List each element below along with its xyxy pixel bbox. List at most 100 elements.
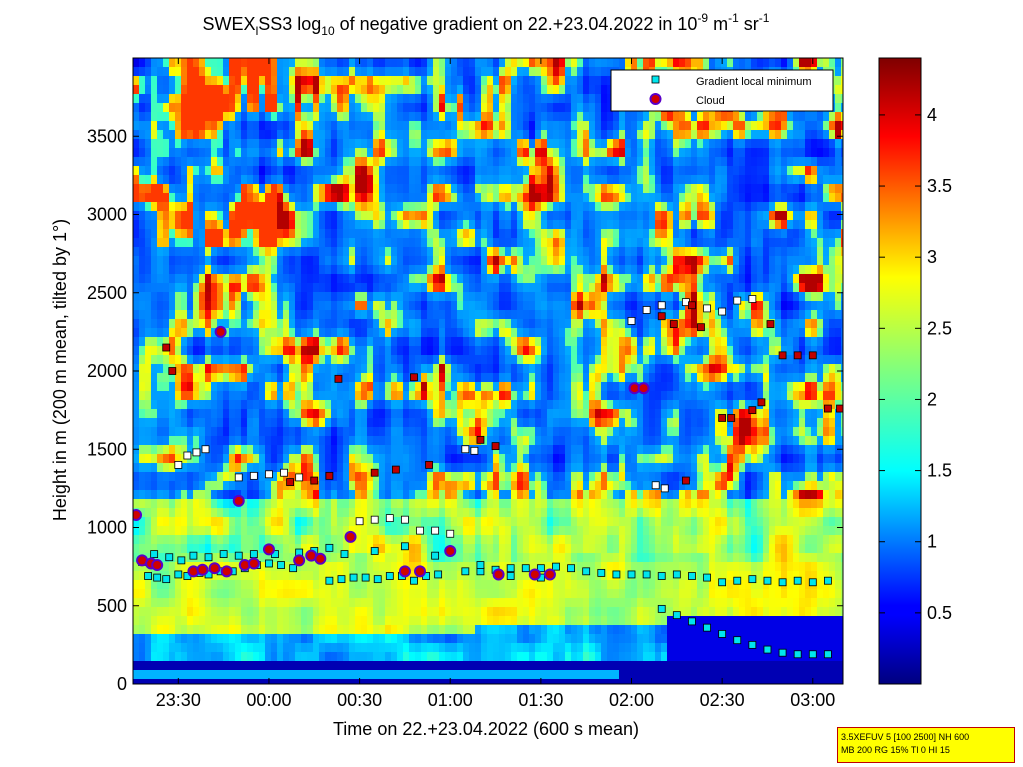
heatmap-cell: [475, 472, 482, 482]
heatmap-cell: [139, 625, 146, 635]
heatmap-cell: [439, 589, 446, 599]
heatmap-cell: [415, 553, 422, 563]
heatmap-cell: [433, 490, 440, 500]
heatmap-cell: [409, 355, 416, 365]
heatmap-cell: [427, 337, 434, 347]
heatmap-cell: [145, 229, 152, 239]
heatmap-cell: [199, 526, 206, 536]
heatmap-cell: [235, 436, 242, 446]
heatmap-cell: [193, 382, 200, 392]
heatmap-cell: [481, 346, 488, 356]
heatmap-cell: [307, 526, 314, 536]
heatmap-cell: [133, 490, 140, 500]
heatmap-cell: [307, 247, 314, 257]
heatmap-cell: [265, 193, 272, 203]
heatmap-cell: [511, 175, 518, 185]
heatmap-cell: [361, 85, 368, 95]
heatmap-cell: [385, 535, 392, 545]
heatmap-cell: [253, 400, 260, 410]
heatmap-cell: [163, 454, 170, 464]
heatmap-cell: [547, 355, 554, 365]
heatmap-cell: [319, 463, 326, 473]
heatmap-cell: [145, 409, 152, 419]
heatmap-cell: [217, 427, 224, 437]
heatmap-cell: [241, 355, 248, 365]
heatmap-cell: [439, 427, 446, 437]
heatmap-cell: [151, 346, 158, 356]
heatmap-cell: [295, 364, 302, 374]
heatmap-cell: [415, 229, 422, 239]
heatmap-cell: [523, 130, 530, 140]
heatmap-cell: [379, 418, 386, 428]
heatmap-cell: [175, 202, 182, 212]
heatmap-cell: [439, 193, 446, 203]
heatmap-cell: [211, 337, 218, 347]
heatmap-cell: [517, 472, 524, 482]
heatmap-cell: [517, 229, 524, 239]
heatmap-cell: [193, 580, 200, 590]
heatmap-cell: [355, 670, 362, 680]
heatmap-cell: [397, 238, 404, 248]
heatmap-cell: [367, 544, 374, 554]
heatmap-cell: [427, 247, 434, 257]
heatmap-cell: [259, 535, 266, 545]
heatmap-cell: [295, 193, 302, 203]
heatmap-cell: [229, 130, 236, 140]
heatmap-cell: [247, 481, 254, 491]
heatmap-cell: [421, 103, 428, 113]
heatmap-cell: [487, 184, 494, 194]
heatmap-cell: [445, 517, 452, 527]
heatmap-cell: [169, 670, 176, 680]
heatmap-cell: [481, 337, 488, 347]
heatmap-cell: [295, 139, 302, 149]
heatmap-cell: [523, 76, 530, 86]
heatmap-cell: [169, 454, 176, 464]
heatmap-cell: [301, 418, 308, 428]
heatmap-cell: [169, 166, 176, 176]
heatmap-cell: [217, 436, 224, 446]
heatmap-cell: [499, 175, 506, 185]
heatmap-cell: [505, 265, 512, 275]
heatmap-cell: [163, 310, 170, 320]
heatmap-cell: [295, 661, 302, 671]
heatmap-cell: [397, 319, 404, 329]
heatmap-cell: [253, 607, 260, 617]
heatmap-cell: [175, 238, 182, 248]
heatmap-cell: [229, 625, 236, 635]
heatmap-cell: [151, 643, 158, 653]
heatmap-cell: [427, 526, 434, 536]
heatmap-cell: [289, 319, 296, 329]
heatmap-cell: [235, 76, 242, 86]
heatmap-cell: [157, 292, 164, 302]
heatmap-cell: [373, 364, 380, 374]
heatmap-cell: [487, 328, 494, 338]
heatmap-cell: [193, 625, 200, 635]
heatmap-cell: [265, 670, 272, 680]
heatmap-cell: [277, 67, 284, 77]
heatmap-cell: [403, 652, 410, 662]
heatmap-cell: [277, 472, 284, 482]
heatmap-cell: [415, 472, 422, 482]
heatmap-cell: [193, 526, 200, 536]
heatmap-cell: [421, 373, 428, 383]
heatmap-cell: [187, 517, 194, 527]
heatmap-cell: [253, 58, 260, 68]
heatmap-cell: [337, 661, 344, 671]
heatmap-cell: [193, 184, 200, 194]
heatmap-cell: [307, 355, 314, 365]
heatmap-cell: [211, 544, 218, 554]
heatmap-cell: [211, 328, 218, 338]
heatmap-cell: [541, 580, 548, 590]
heatmap-cell: [271, 409, 278, 419]
heatmap-cell: [265, 364, 272, 374]
heatmap-cell: [451, 337, 458, 347]
heatmap-cell: [523, 418, 530, 428]
heatmap-cell: [175, 661, 182, 671]
heatmap-cell: [139, 112, 146, 122]
heatmap-cell: [229, 157, 236, 167]
heatmap-cell: [217, 670, 224, 680]
heatmap-cell: [511, 94, 518, 104]
heatmap-cell: [373, 463, 380, 473]
heatmap-cell: [343, 625, 350, 635]
heatmap-cell: [529, 454, 536, 464]
